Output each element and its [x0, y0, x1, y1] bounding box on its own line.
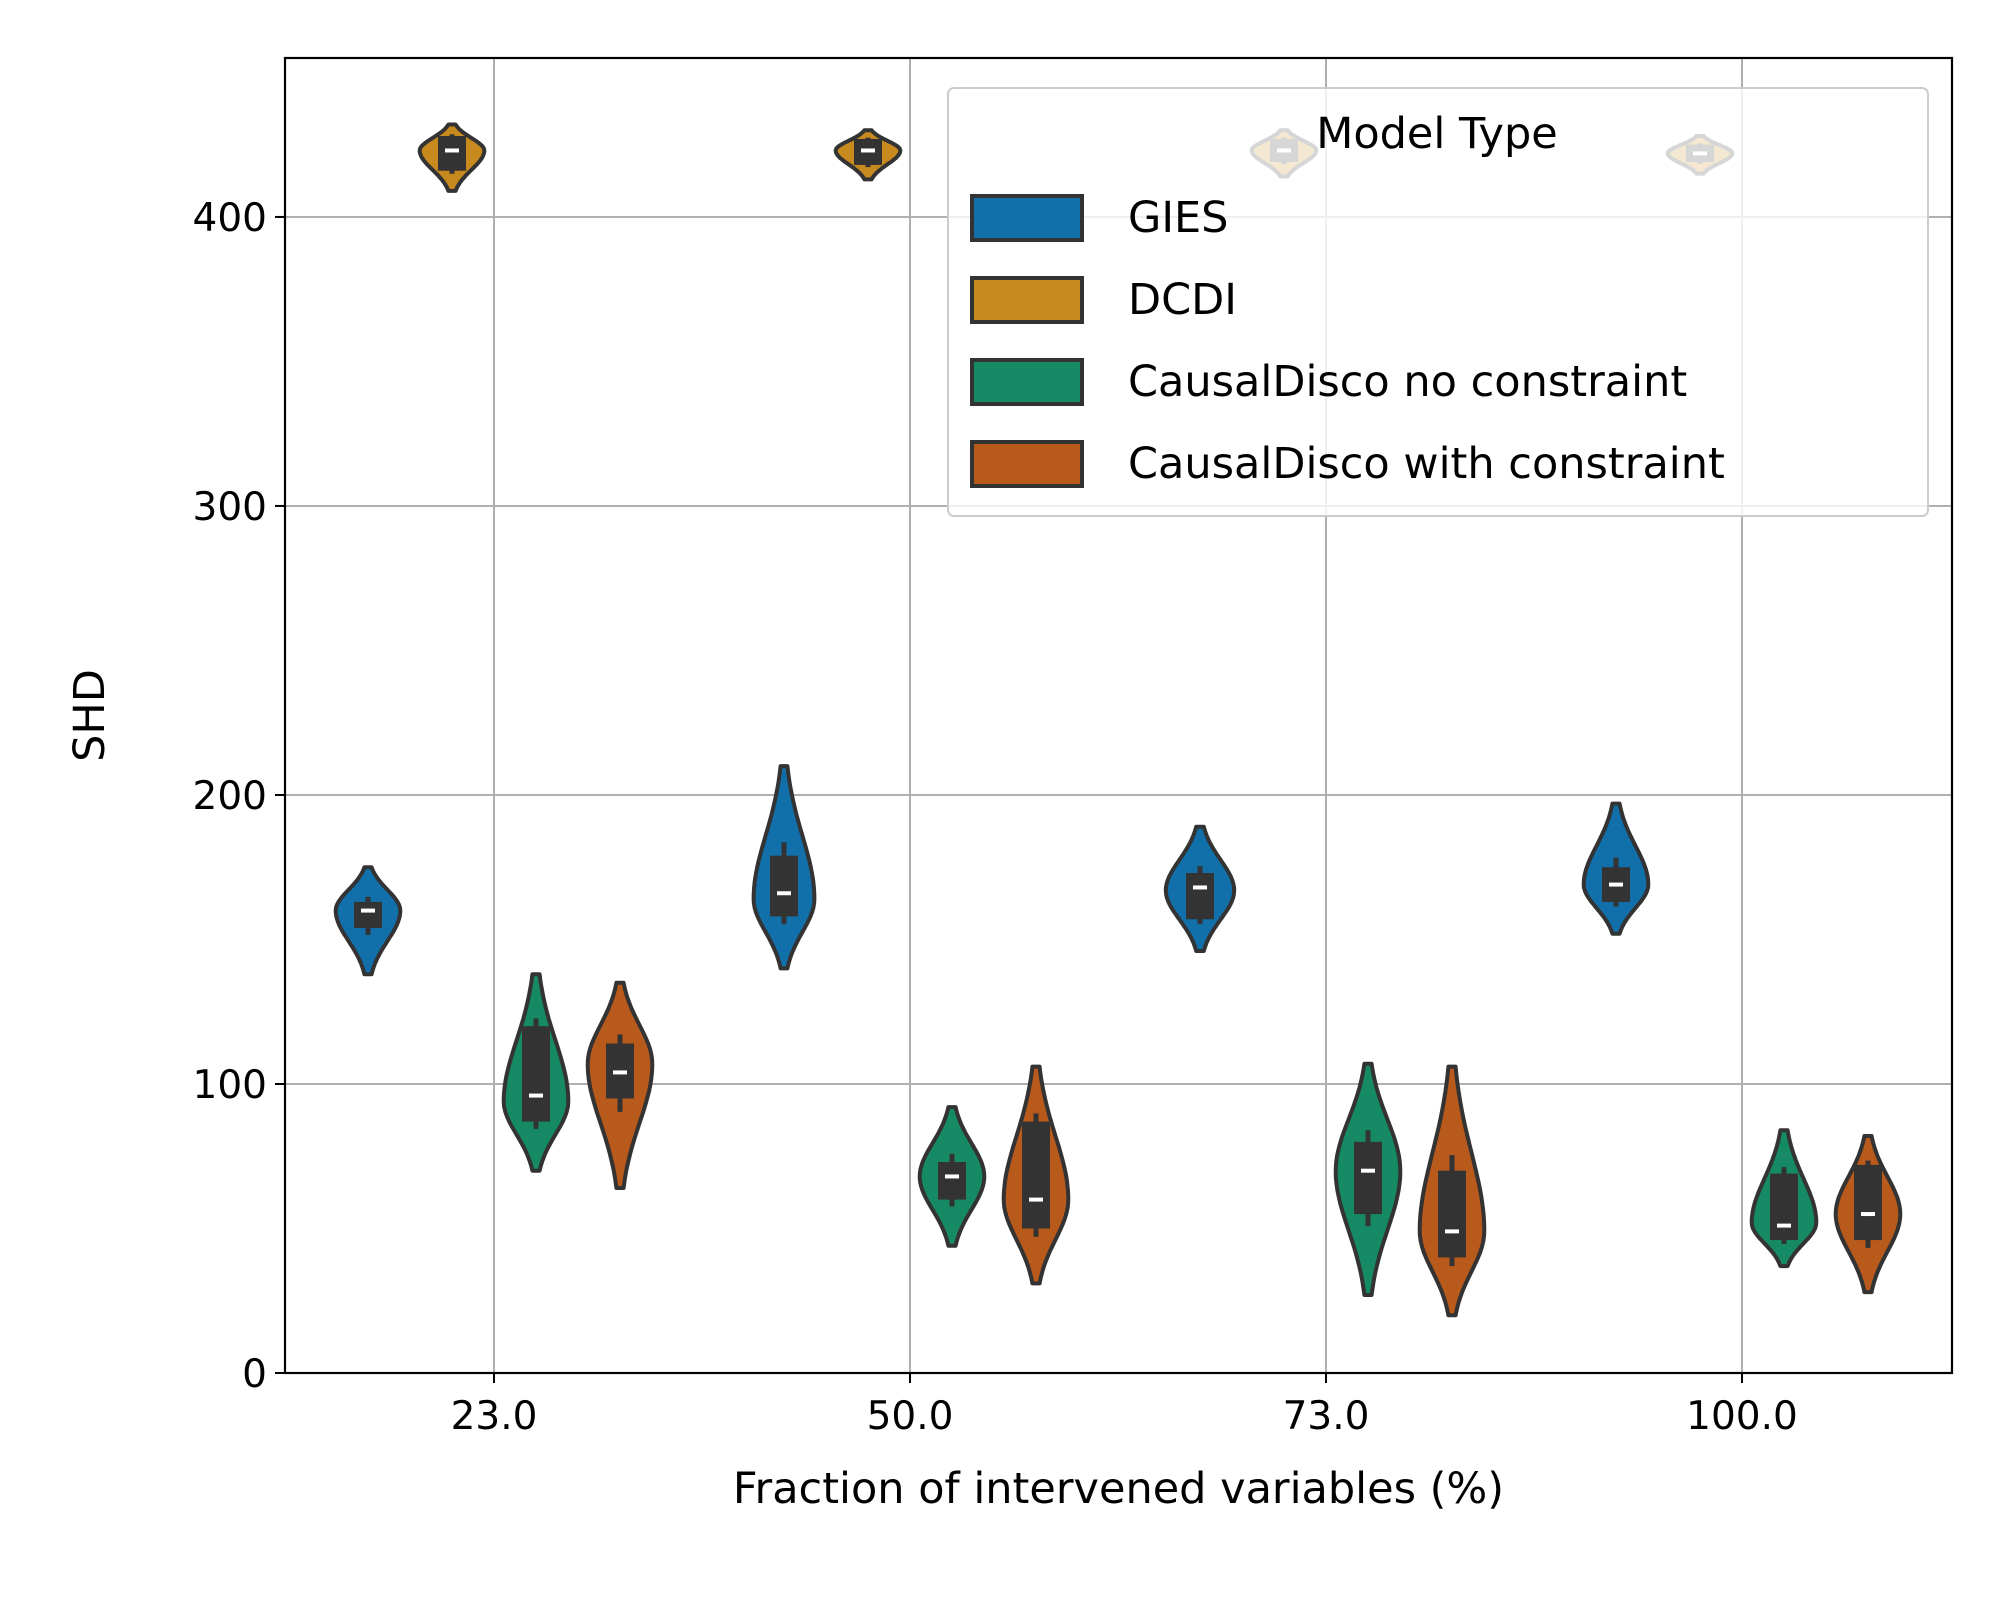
violin-gies: [1163, 824, 1237, 953]
legend-title: Model Type: [1316, 109, 1558, 159]
legend-swatch: [970, 194, 1084, 242]
legend-label: DCDI: [1128, 275, 1237, 325]
y-tick-label: 100: [193, 1063, 267, 1108]
x-tick-label: 73.0: [1283, 1394, 1370, 1439]
y-tick-label: 300: [193, 485, 267, 530]
axis-ticks: 0 100 200 300 400 23.0 50.0 73.0 100.0: [193, 196, 1798, 1439]
violins: [333, 122, 1903, 1318]
violin-causaldisco-no-constraint: [917, 1105, 987, 1248]
legend-label: CausalDisco with constraint: [1128, 439, 1725, 489]
legend: Model Type GIES DCDI CausalDisco no constr…: [947, 87, 1929, 517]
legend-box: [947, 87, 1929, 517]
violin-iqr-box: [938, 1162, 966, 1200]
violin-dcdi: [833, 128, 903, 182]
plot-frame: [283, 56, 1954, 1375]
y-axis-title: SHD: [65, 669, 115, 762]
violin-gies: [751, 764, 817, 971]
violin-causaldisco-with-constraint: [1833, 1134, 1903, 1295]
x-axis-title: Fraction of intervened variables (%): [733, 1464, 1504, 1514]
y-tick-label: 400: [193, 196, 267, 241]
violin-causaldisco-no-constraint: [1749, 1128, 1819, 1269]
violin-iqr-box: [1854, 1164, 1882, 1241]
violin-iqr-box: [770, 855, 798, 917]
violin-iqr-box: [1022, 1121, 1050, 1229]
violin-iqr-box: [1186, 873, 1214, 920]
violin-causaldisco-with-constraint: [1417, 1064, 1487, 1318]
violin-iqr-box: [1354, 1141, 1382, 1215]
legend-swatch: [970, 440, 1084, 488]
x-tick-label: 50.0: [867, 1394, 954, 1439]
y-tick-label: 0: [242, 1352, 267, 1397]
violin-iqr-box: [1438, 1170, 1466, 1258]
legend-swatch: [970, 358, 1084, 406]
legend-label: GIES: [1128, 193, 1228, 243]
violin-iqr-box: [522, 1026, 550, 1122]
violin-dcdi: [417, 122, 487, 193]
violin-gies: [333, 865, 403, 977]
legend-swatch: [970, 276, 1084, 324]
violin-iqr-box: [1770, 1173, 1798, 1241]
x-tick-label: 23.0: [451, 1394, 538, 1439]
violin-gies: [1581, 801, 1651, 936]
legend-label: CausalDisco no constraint: [1128, 357, 1687, 407]
y-tick-label: 200: [193, 774, 267, 819]
violin-iqr-box: [354, 901, 382, 928]
violin-causaldisco-with-constraint: [1001, 1064, 1071, 1286]
violin-causaldisco-no-constraint: [501, 972, 571, 1173]
x-tick-label: 100.0: [1686, 1394, 1798, 1439]
violin-causaldisco-with-constraint: [585, 980, 655, 1190]
violin-causaldisco-no-constraint: [1333, 1061, 1403, 1297]
violin-iqr-box: [438, 136, 466, 171]
